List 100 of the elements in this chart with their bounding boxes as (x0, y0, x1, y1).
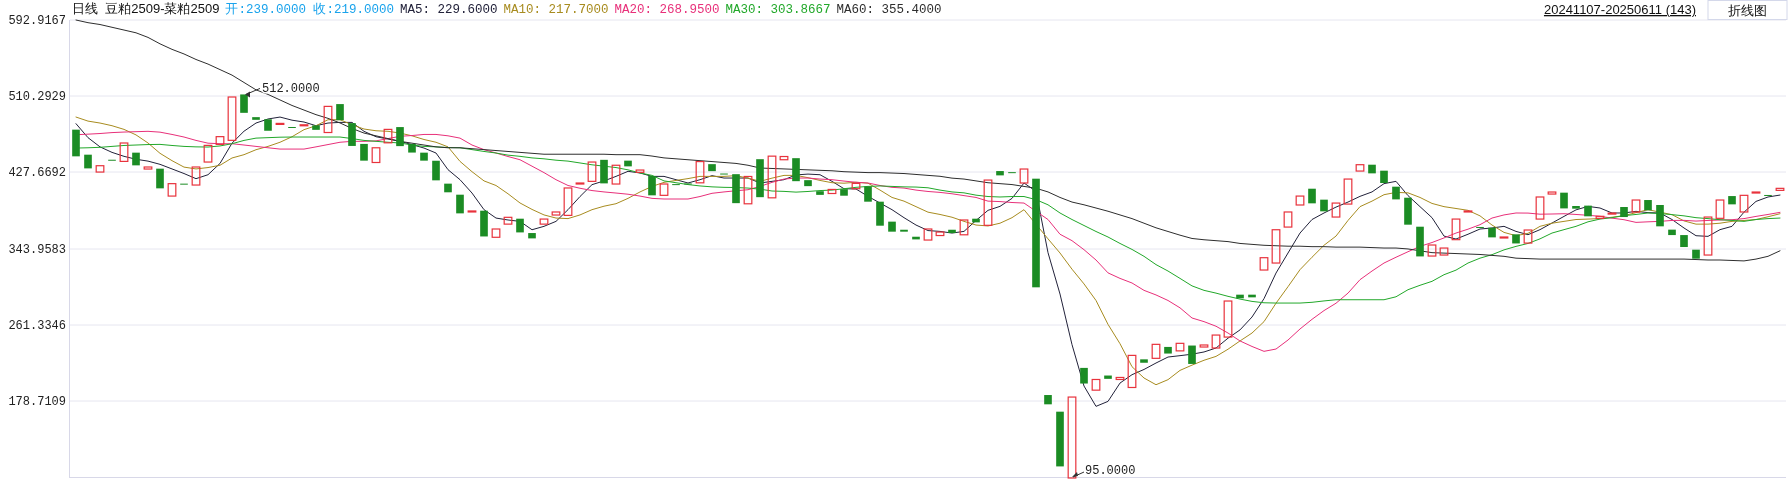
candlestick (1151, 343, 1161, 359)
candlestick (143, 166, 153, 170)
candlestick (587, 161, 597, 182)
candlestick (1223, 300, 1233, 338)
toggle-button[interactable]: 折线图 (1707, 0, 1788, 20)
candlestick (420, 152, 428, 161)
candlestick (1607, 212, 1617, 215)
candlestick (371, 147, 381, 164)
candlestick (240, 94, 248, 113)
candlestick (1751, 191, 1761, 194)
candlestick (840, 189, 848, 196)
text: MA5: 229.6000 (399, 3, 498, 17)
candlestick (864, 186, 872, 202)
candlestick (1115, 376, 1125, 381)
candlestick (396, 127, 404, 147)
candlestick (575, 182, 585, 185)
text: MA30: 303.8667 (725, 3, 831, 17)
candlestick (227, 96, 237, 141)
candlestick (1056, 411, 1064, 467)
candlestick (816, 191, 824, 195)
candlestick (1368, 164, 1376, 174)
candlestick (1560, 192, 1568, 209)
candlestick (1308, 188, 1316, 204)
candlestick (792, 158, 800, 182)
candlestick (876, 201, 884, 226)
candlestick (252, 117, 260, 120)
candlestick (1427, 244, 1437, 257)
annotation: 512.0000 (262, 81, 320, 96)
candlestick (1595, 215, 1605, 219)
chart-title: 日线 豆粕2509-菜粕2509 (72, 1, 220, 16)
candlestick (779, 155, 789, 161)
candlestick (743, 175, 753, 205)
candlestick (1259, 257, 1269, 271)
candlestick (600, 159, 608, 184)
text: 开:239.0000 收:219.0000 (225, 2, 394, 17)
candlestick (456, 194, 464, 214)
candlestick (132, 152, 140, 166)
y-tick-label: 427.6692 (8, 166, 66, 181)
candlestick (851, 182, 861, 190)
candlestick (611, 164, 621, 185)
candlestick (1451, 218, 1461, 241)
candlestick (528, 233, 536, 239)
candlestick (935, 231, 945, 237)
candlestick (996, 171, 1004, 176)
candlestick (1620, 207, 1628, 218)
candlestick (1164, 346, 1172, 354)
candlestick (1739, 194, 1749, 213)
candlestick (1283, 211, 1293, 228)
candlestick (167, 183, 177, 197)
candlestick (119, 142, 129, 162)
candlestick (539, 218, 549, 225)
candlestick (1380, 170, 1388, 184)
candlestick (959, 219, 969, 236)
candlestick (84, 154, 92, 169)
candlestick (1728, 196, 1736, 205)
candlestick (827, 188, 837, 195)
candlestick (659, 183, 669, 196)
candlestick (624, 160, 632, 167)
candlestick (767, 155, 777, 199)
candlestick (1775, 187, 1785, 191)
candlestick (503, 216, 513, 225)
candlestick (1439, 247, 1449, 256)
candlestick (756, 159, 764, 198)
candlestick (1019, 168, 1029, 184)
candlestick (804, 180, 812, 187)
annotation: 95.0000 (1085, 464, 1136, 479)
candlestick (1343, 178, 1353, 205)
y-tick-label: 178.7109 (8, 395, 66, 410)
candlestick (491, 228, 501, 238)
candlestick (1668, 229, 1676, 236)
candlestick (1211, 334, 1221, 349)
candlestick (635, 169, 645, 173)
candlestick (312, 125, 320, 130)
candlestick (1680, 235, 1688, 248)
candlestick (948, 229, 956, 234)
candlestick (191, 166, 201, 186)
candlestick (1044, 395, 1052, 405)
y-tick-label: 592.9167 (8, 14, 66, 29)
candlestick (72, 129, 80, 157)
candlestick (336, 104, 344, 121)
candlestick (1188, 345, 1196, 364)
candlestick (708, 164, 716, 172)
candlestick (1692, 249, 1700, 259)
candlestick (516, 218, 524, 233)
candlestick (1199, 344, 1209, 348)
candlestick (1175, 342, 1185, 352)
candlestick (1295, 195, 1305, 206)
candlestick (1104, 375, 1112, 379)
candlestick (156, 168, 164, 189)
candlestick (1499, 236, 1509, 239)
candlestick (383, 128, 393, 144)
candlestick (1140, 359, 1148, 363)
candlestick (1091, 378, 1101, 391)
candlestick (563, 187, 573, 216)
candlestick (1392, 186, 1400, 200)
candlestick (983, 179, 993, 226)
candlestick (95, 165, 105, 173)
candlestick (1355, 164, 1365, 172)
candlestick (1463, 210, 1473, 213)
text: MA60: 355.4000 (836, 3, 942, 17)
